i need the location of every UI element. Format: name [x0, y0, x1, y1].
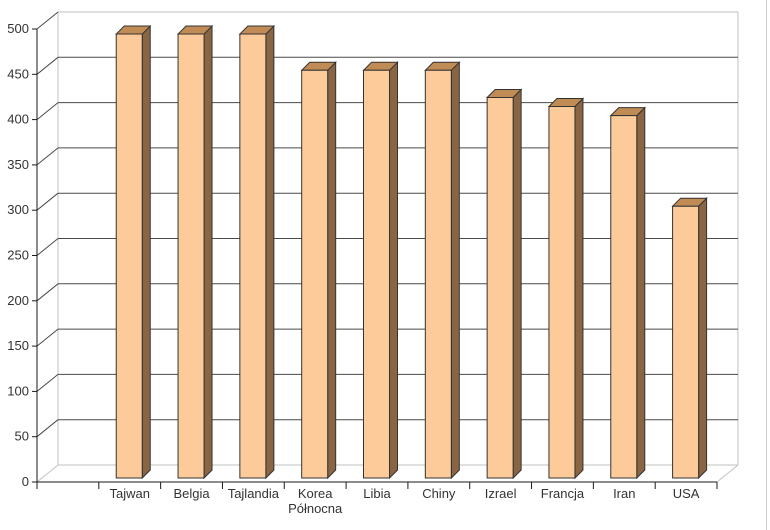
ytick-connector-250 — [36, 238, 59, 256]
bar-front-face — [672, 205, 700, 479]
bar-side-face — [698, 196, 708, 480]
ytick-connector-100 — [36, 374, 59, 392]
bar-side-face — [636, 106, 646, 480]
bar-tajlandia — [238, 24, 276, 480]
x-axis-label-usa: USA — [673, 486, 700, 501]
x-axis-label-tajlandia: Tajlandia — [228, 486, 280, 501]
bar-front-face — [424, 69, 452, 479]
bar-izrael — [485, 88, 523, 480]
bar-side-face — [265, 24, 275, 480]
y-axis-label-200: 200 — [7, 293, 29, 308]
bar-front-face — [363, 69, 390, 479]
bar-front-face — [177, 33, 205, 479]
ytick-connector-50 — [36, 419, 59, 438]
y-axis-label-100: 100 — [7, 383, 29, 398]
window-right-border — [766, 0, 767, 530]
y-axis-label-350: 350 — [7, 157, 29, 172]
x-axis-label-iran: Iran — [613, 486, 635, 501]
y-axis-label-50: 50 — [15, 429, 29, 444]
x-axis-label-belgia: Belgia — [173, 486, 210, 501]
bar-front-face — [239, 33, 267, 479]
floor-left-edge — [36, 464, 59, 483]
y-axis-label-0: 0 — [22, 474, 29, 489]
bar-front-face — [301, 69, 329, 479]
bar-side-face — [141, 24, 151, 480]
bar-iran — [609, 106, 646, 480]
ytick-connector-200 — [36, 283, 59, 302]
ytick-connector-150 — [36, 328, 59, 347]
bar-side-face — [450, 61, 460, 480]
y-axis-label-450: 450 — [7, 66, 29, 81]
y-axis-label-500: 500 — [7, 21, 29, 36]
bar-front-face — [115, 33, 143, 479]
bar-usa — [671, 196, 708, 480]
bar-libia — [362, 61, 399, 480]
bar-side-face — [512, 88, 522, 480]
bar-front-face — [486, 96, 514, 479]
x-axis-label-libia: Libia — [363, 486, 391, 501]
floor-right-edge — [716, 464, 739, 483]
bar-korea-p-nocna — [300, 61, 337, 480]
bar-side-face — [203, 24, 213, 480]
y-axis-label-250: 250 — [7, 248, 29, 263]
y-axis-label-150: 150 — [7, 338, 29, 353]
x-axis-label-korea-p-nocna: Korea Północna — [288, 486, 343, 516]
bar-side-face — [327, 61, 337, 480]
bar-chiny — [424, 61, 461, 480]
x-axis-label-francja: Francja — [541, 486, 585, 501]
ytick-connector-450 — [36, 56, 59, 75]
x-axis-label-tajwan: Tajwan — [109, 486, 149, 501]
y-axis-label-400: 400 — [7, 112, 29, 127]
bar-belgia — [176, 24, 214, 480]
bar-tajwan — [115, 24, 152, 480]
ytick-connector-400 — [36, 102, 59, 120]
y-axis-label-300: 300 — [7, 202, 29, 217]
ytick-connector-300 — [36, 192, 59, 211]
bar-front-face — [548, 106, 576, 479]
x-axis-label-chiny: Chiny — [422, 486, 456, 501]
bar-francja — [547, 97, 585, 480]
ytick-connector-500 — [36, 11, 59, 30]
bar-side-face — [389, 61, 398, 480]
bar-side-face — [574, 97, 584, 480]
ytick-connector-350 — [36, 147, 59, 166]
x-axis-label-izrael: Izrael — [485, 486, 517, 501]
bar-front-face — [610, 115, 638, 479]
